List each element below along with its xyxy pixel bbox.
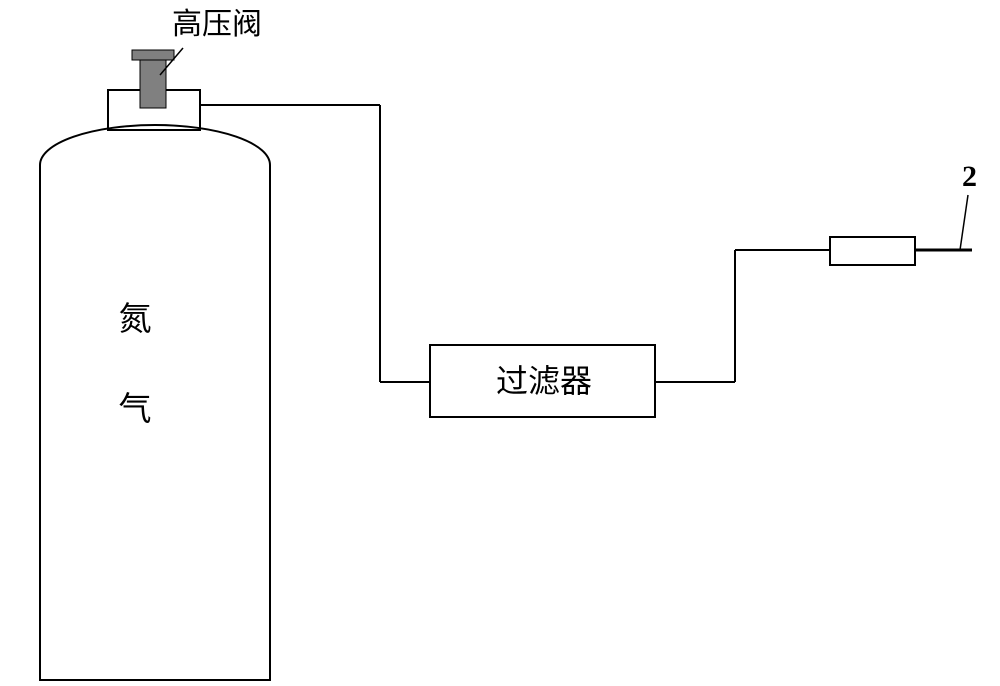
gas-cylinder xyxy=(40,125,270,680)
filter-label: 过滤器 xyxy=(496,363,592,399)
diagram-canvas: 氮气 高压阀过滤器 2 xyxy=(0,0,1000,686)
connector-box xyxy=(830,237,915,265)
valve-stem xyxy=(140,53,166,108)
outlet-label-2: 2 xyxy=(962,160,977,193)
cylinder-label-line2: 气 xyxy=(119,391,152,428)
cylinder-label-line1: 氮 xyxy=(119,301,152,338)
valve-label: 高压阀 xyxy=(172,8,262,41)
outlet-leader xyxy=(960,195,968,250)
valve-cap xyxy=(132,50,174,60)
